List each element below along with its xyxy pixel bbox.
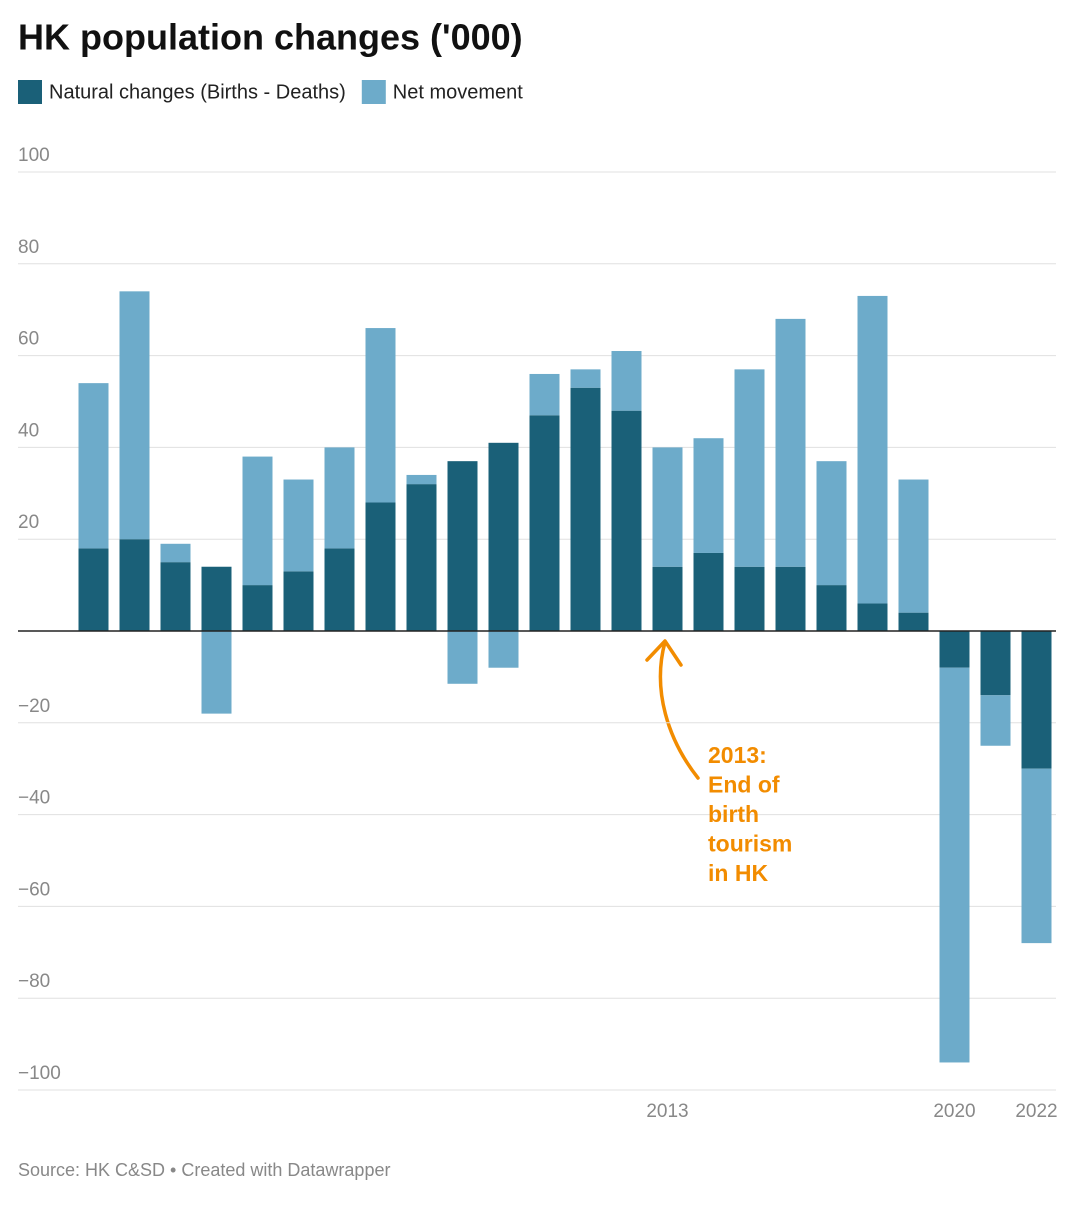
bar xyxy=(78,548,109,631)
bar xyxy=(406,484,437,631)
source: Source: HK C&SD • Created with Datawrapp… xyxy=(18,1160,390,1180)
bar xyxy=(447,461,478,631)
bar xyxy=(980,631,1011,696)
y-tick-label: −80 xyxy=(18,971,50,992)
bar xyxy=(488,442,519,631)
legend-swatch xyxy=(18,80,42,104)
bar xyxy=(529,415,560,631)
bar xyxy=(898,612,929,631)
bar xyxy=(570,369,601,388)
bar xyxy=(201,566,232,631)
bar xyxy=(652,566,683,631)
chart-title: HK population changes ('000) xyxy=(18,17,523,58)
legend-swatch xyxy=(361,80,386,104)
bar xyxy=(160,543,191,563)
x-tick-label: 2020 xyxy=(933,1101,975,1122)
bar xyxy=(1021,768,1052,944)
bar xyxy=(1021,631,1052,769)
annotation-arrowhead xyxy=(645,639,683,667)
annotation-text: birth xyxy=(708,801,759,827)
bar xyxy=(447,631,478,684)
y-tick-label: 40 xyxy=(18,420,39,441)
bar xyxy=(980,695,1011,746)
bar xyxy=(857,295,888,604)
x-tick-label: 2022 xyxy=(1015,1101,1057,1122)
bar xyxy=(734,566,765,631)
bar xyxy=(775,318,806,567)
bar xyxy=(324,447,355,549)
y-tick-label: 100 xyxy=(18,145,50,166)
y-tick-label: −40 xyxy=(18,788,50,809)
bar xyxy=(242,585,273,631)
bar xyxy=(693,552,724,631)
bar xyxy=(857,603,888,631)
bar xyxy=(775,566,806,631)
bar xyxy=(816,585,847,631)
y-tick-label: 60 xyxy=(18,329,39,350)
bar xyxy=(119,291,150,540)
x-tick-label: 2013 xyxy=(646,1101,688,1122)
y-tick-label: 20 xyxy=(18,512,39,533)
annotation-text: 2013: xyxy=(708,742,767,768)
bar xyxy=(324,548,355,631)
bar xyxy=(283,479,314,572)
y-tick-label: −100 xyxy=(18,1063,61,1084)
bar xyxy=(488,631,519,668)
annotation-text: End of xyxy=(708,772,780,798)
bar xyxy=(652,447,683,567)
bar xyxy=(693,438,724,553)
bar xyxy=(529,373,560,416)
bar xyxy=(611,410,642,631)
annotation-text: in HK xyxy=(708,860,768,886)
bar xyxy=(939,667,970,1063)
legend-label: Net movement xyxy=(393,81,523,103)
bar xyxy=(201,631,232,714)
y-tick-label: 80 xyxy=(18,237,39,258)
bar xyxy=(611,351,642,411)
bar xyxy=(365,328,396,503)
bar xyxy=(939,631,970,668)
bar xyxy=(283,571,314,631)
y-tick-label: −60 xyxy=(18,879,50,900)
annotation-text: tourism xyxy=(708,831,792,857)
bar xyxy=(570,387,601,631)
y-tick-label: −20 xyxy=(18,696,50,717)
bar xyxy=(816,461,847,586)
bar xyxy=(78,383,109,549)
bar xyxy=(406,474,437,485)
bar xyxy=(734,369,765,567)
bar xyxy=(242,456,273,586)
annotation-arrow xyxy=(658,640,700,780)
bar xyxy=(119,539,150,631)
bar xyxy=(898,479,929,613)
bar xyxy=(160,562,191,631)
bar xyxy=(365,502,396,631)
legend-label: Natural changes (Births - Deaths) xyxy=(49,81,346,103)
